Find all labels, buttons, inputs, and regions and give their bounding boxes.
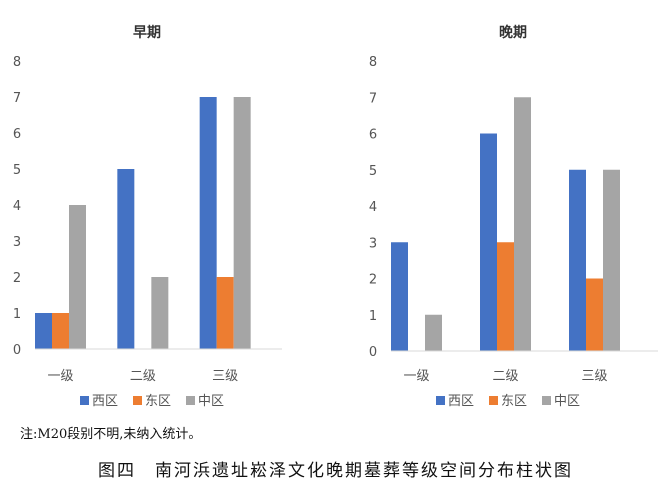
y-tick-label: 2 (369, 273, 377, 288)
bar-东区-一级 (52, 313, 69, 349)
legend-swatch (80, 396, 89, 405)
bar-中区-一级 (69, 205, 86, 349)
legend-swatch (436, 396, 445, 405)
y-tick-label: 4 (369, 200, 377, 215)
bar-东区-二级 (497, 242, 514, 351)
y-tick-label: 3 (369, 236, 377, 251)
legend-label: 东区 (501, 394, 527, 409)
bar-西区-一级 (391, 242, 408, 351)
legend-swatch (542, 396, 551, 405)
bar-东区-三级 (216, 277, 234, 349)
x-tick-label: 三级 (581, 369, 607, 384)
bar-西区-二级 (480, 133, 497, 351)
legend-swatch (489, 396, 498, 405)
legend-label: 西区 (448, 394, 474, 409)
y-tick-label: 0 (13, 343, 21, 358)
legend-label: 中区 (198, 394, 224, 409)
bar-西区-三级 (569, 169, 586, 351)
y-tick-label: 3 (13, 235, 21, 250)
y-tick-label: 1 (13, 307, 21, 322)
y-tick-label: 1 (369, 309, 377, 324)
y-tick-label: 5 (13, 163, 21, 178)
figure-caption: 图四 南河浜遗址崧泽文化晚期墓葬等级空间分布柱状图 (98, 461, 573, 481)
bar-中区-二级 (151, 277, 169, 349)
bar-中区-一级 (425, 314, 442, 351)
chart-title: 晚期 (499, 24, 527, 41)
bar-西区-三级 (199, 97, 217, 349)
bar-西区-一级 (35, 313, 52, 349)
x-tick-label: 三级 (212, 369, 238, 384)
y-tick-label: 6 (13, 127, 21, 142)
bar-东区-三级 (586, 278, 603, 351)
y-tick-label: 2 (13, 271, 21, 286)
legend-swatch (186, 396, 195, 405)
y-tick-label: 7 (13, 91, 21, 106)
chart-title: 早期 (133, 25, 161, 41)
x-tick-label: 二级 (492, 369, 518, 384)
bar-中区-二级 (514, 97, 531, 351)
y-tick-label: 5 (369, 164, 377, 179)
legend-swatch (133, 396, 142, 405)
y-tick-label: 0 (369, 345, 377, 360)
y-tick-label: 4 (13, 199, 21, 214)
legend-label: 西区 (92, 394, 118, 409)
y-tick-label: 6 (369, 128, 377, 143)
x-tick-label: 一级 (403, 369, 429, 384)
figure-note: 注:M20段别不明,未纳入统计。 (20, 427, 202, 442)
legend-label: 东区 (145, 394, 171, 409)
bar-西区-二级 (117, 169, 135, 349)
y-tick-label: 7 (369, 91, 377, 106)
x-tick-label: 二级 (130, 369, 156, 384)
legend-label: 中区 (554, 394, 580, 409)
bar-中区-三级 (603, 169, 620, 351)
x-tick-label: 一级 (47, 369, 73, 384)
y-tick-label: 8 (13, 55, 21, 70)
bar-中区-三级 (233, 97, 251, 349)
y-tick-label: 8 (369, 55, 377, 70)
